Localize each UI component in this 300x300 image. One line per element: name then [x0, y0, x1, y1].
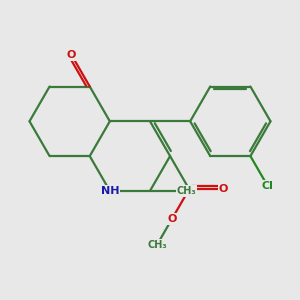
- Text: CH₃: CH₃: [176, 186, 196, 196]
- Text: O: O: [67, 50, 76, 60]
- Text: O: O: [167, 214, 177, 224]
- Text: NH: NH: [100, 186, 119, 196]
- Text: CH₃: CH₃: [147, 240, 167, 250]
- Text: O: O: [219, 184, 228, 194]
- Text: Cl: Cl: [262, 181, 273, 191]
